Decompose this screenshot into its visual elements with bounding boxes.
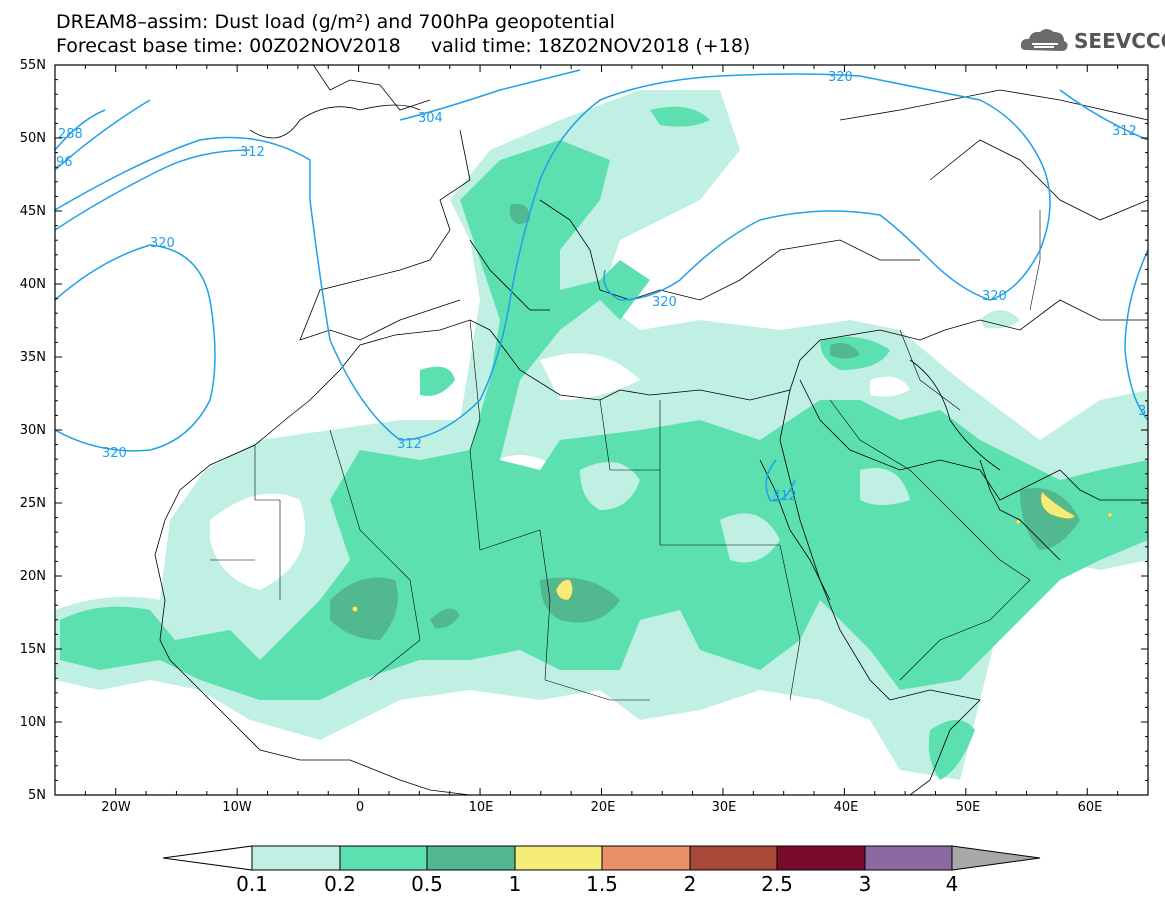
- contour-label: 288: [58, 127, 83, 142]
- map-title-line1: DREAM8–assim: Dust load (g/m²) and 700hP…: [56, 11, 615, 33]
- lat-label: 35N: [19, 350, 46, 365]
- lat-label: 50N: [19, 131, 46, 146]
- contour-label: 3: [1138, 404, 1146, 419]
- lat-label: 40N: [19, 277, 46, 292]
- contour-label: 304: [418, 111, 443, 126]
- lat-label: 15N: [19, 642, 46, 657]
- logo-text: SEEVCCC: [1074, 29, 1165, 53]
- colorbar-segment: [514, 845, 603, 871]
- lat-label: 55N: [19, 58, 46, 73]
- contour-labels: 320 304 312 312 320 320 320 320 312 312 …: [56, 70, 1146, 504]
- lon-label: 10W: [222, 800, 252, 815]
- contour-label: 312: [240, 145, 265, 160]
- colorbar-label: 2.5: [761, 872, 793, 896]
- colorbar-label: 1.5: [586, 872, 618, 896]
- country-borders: [210, 210, 1041, 701]
- lon-label: 10E: [468, 800, 494, 815]
- geopotential-contours: [55, 69, 1148, 502]
- map-title-line2: Forecast base time: 00Z02NOV2018 valid t…: [56, 35, 751, 57]
- lat-label: 25N: [19, 496, 46, 511]
- colorbar-label: 0.5: [411, 872, 443, 896]
- colorbar: [162, 845, 1041, 871]
- lat-label: 20N: [19, 569, 46, 584]
- colorbar-segment: [426, 845, 516, 871]
- colorbar-label: 4: [945, 872, 959, 896]
- colorbar-segment: [251, 845, 341, 871]
- colorbar-segment: [776, 845, 866, 871]
- colorbar-segment: [689, 845, 778, 871]
- lat-label: 30N: [19, 423, 46, 438]
- lat-label: 5N: [28, 788, 46, 803]
- coastlines: [154, 65, 1148, 795]
- contour-label: 320: [982, 289, 1007, 304]
- colorbar-label: 2: [683, 872, 697, 896]
- lon-label: 20W: [101, 800, 131, 815]
- contour-label: 320: [150, 236, 175, 251]
- contour-label: 312: [1112, 124, 1137, 139]
- colorbar-label: 3: [858, 872, 872, 896]
- lon-label: 40E: [833, 800, 859, 815]
- lat-label: 45N: [19, 204, 46, 219]
- lon-label: 60E: [1077, 800, 1103, 815]
- lon-label: 50E: [955, 800, 981, 815]
- lat-label: 10N: [19, 715, 46, 730]
- contour-label: 320: [102, 446, 127, 461]
- lon-label: 20E: [590, 800, 616, 815]
- cloud-logo-icon: [1020, 29, 1068, 51]
- colorbar-segment: [339, 845, 428, 871]
- colorbar-segment: [864, 845, 953, 871]
- contour-label: 312: [397, 437, 422, 452]
- lon-label: 30E: [711, 800, 737, 815]
- colorbar-label: 1: [508, 872, 522, 896]
- contour-label: 320: [652, 295, 677, 310]
- seevccc-logo: SEEVCCC: [1018, 24, 1165, 58]
- axis-ticks: [54, 64, 1149, 796]
- contour-label: 96: [56, 155, 73, 170]
- dust-fields: [55, 90, 1148, 780]
- colorbar-over-arrow: [951, 845, 1041, 871]
- colorbar-segment: [601, 845, 691, 871]
- lon-label: 0: [355, 800, 365, 815]
- colorbar-label: 0.1: [236, 872, 268, 896]
- contour-label: 312: [772, 489, 797, 504]
- contour-label: 320: [828, 70, 853, 85]
- colorbar-label: 0.2: [324, 872, 356, 896]
- colorbar-under-arrow: [162, 845, 253, 871]
